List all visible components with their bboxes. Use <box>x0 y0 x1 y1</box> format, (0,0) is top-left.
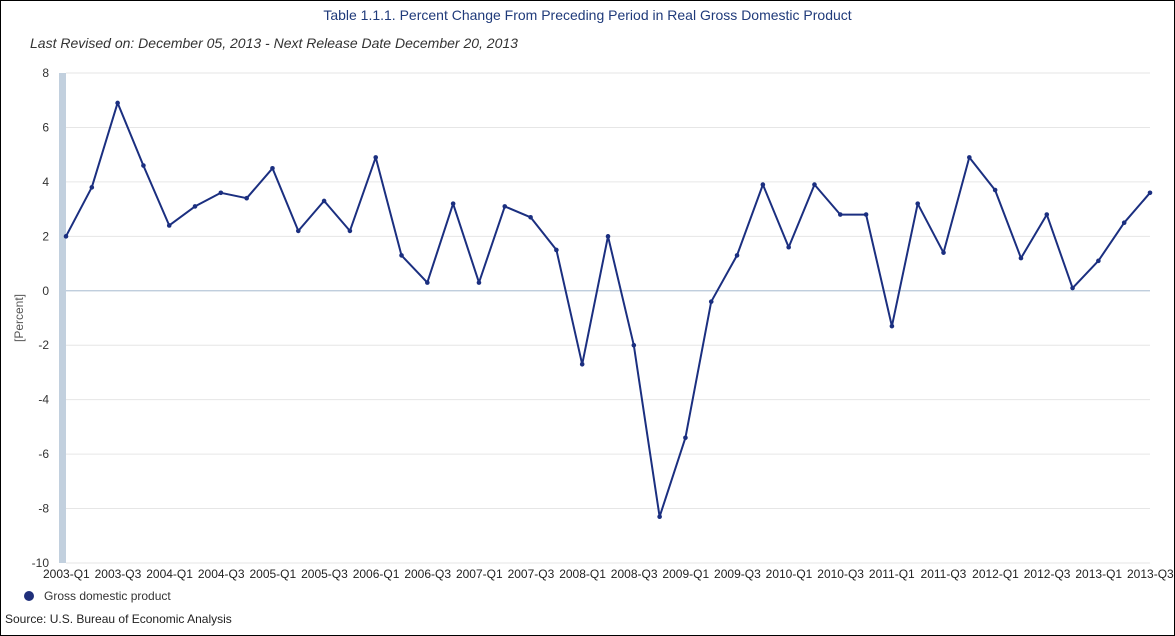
y-axis-band <box>59 73 66 563</box>
data-point <box>192 204 198 209</box>
data-point <box>166 223 172 228</box>
x-tick-label: 2003-Q1 <box>43 567 90 581</box>
data-point <box>605 234 611 239</box>
data-point <box>708 299 714 304</box>
data-point <box>115 100 120 106</box>
data-point <box>992 187 998 193</box>
x-tick-label: 2007-Q3 <box>508 567 555 581</box>
x-tick-label: 2013-Q1 <box>1075 567 1122 581</box>
data-point <box>476 280 482 285</box>
data-point <box>786 244 791 250</box>
y-tick-label: 6 <box>42 120 49 134</box>
data-point <box>631 342 637 348</box>
chart-title: Table 1.1.1. Percent Change From Precedi… <box>323 7 852 23</box>
data-point <box>579 361 585 367</box>
data-point <box>554 247 559 253</box>
data-point <box>450 201 456 206</box>
data-point <box>1044 212 1050 217</box>
grid-layer <box>66 72 1150 564</box>
y-tick-label: -4 <box>38 393 49 407</box>
x-tick-label: 2005-Q3 <box>301 567 348 581</box>
y-tick-label: 4 <box>42 175 49 189</box>
x-tick-label: 2004-Q3 <box>198 567 245 581</box>
series-layer <box>63 100 1153 520</box>
data-point <box>837 212 843 217</box>
data-point <box>967 155 972 160</box>
y-tick-label: 8 <box>42 66 49 80</box>
data-point <box>89 185 95 190</box>
legend-label: Gross domestic product <box>44 589 171 603</box>
data-point <box>141 163 146 168</box>
data-point <box>734 253 740 258</box>
data-point <box>399 253 404 258</box>
data-point <box>528 214 533 220</box>
x-tick-label: 2011-Q1 <box>869 567 915 581</box>
data-point <box>1018 255 1024 261</box>
data-point <box>863 212 869 217</box>
y-tick-label: 0 <box>42 284 49 298</box>
data-point <box>425 280 430 285</box>
data-point <box>915 201 921 206</box>
x-tick-label: 2007-Q1 <box>456 567 503 581</box>
data-point <box>1070 285 1075 291</box>
x-tick-label: 2005-Q1 <box>249 567 296 581</box>
data-point <box>218 190 224 196</box>
data-point <box>941 250 946 255</box>
data-point <box>502 204 508 209</box>
x-tick-label: 2006-Q1 <box>353 567 400 581</box>
x-tick-label: 2013-Q3 <box>1127 567 1174 581</box>
x-tick-label: 2009-Q3 <box>714 567 761 581</box>
y-axis-label: [Percent] <box>12 294 26 342</box>
y-tick-label: -10 <box>32 556 50 570</box>
x-tick-label: 2010-Q3 <box>817 567 864 581</box>
data-point <box>63 234 69 239</box>
x-tick-label: 2012-Q3 <box>1024 567 1071 581</box>
series-line <box>65 101 1151 518</box>
y-tick-label: 2 <box>42 229 49 243</box>
x-tick-labels: 2003-Q1 2003-Q3 2004-Q1 2004-Q3 2005-Q1 2005-… <box>43 567 1174 581</box>
x-tick-label: 2009-Q1 <box>662 567 709 581</box>
y-tick-labels: 8 6 4 2 0 -2 -4 -6 -8 -10 <box>32 66 50 570</box>
x-tick-label: 2008-Q1 <box>559 567 606 581</box>
y-tick-label: -6 <box>38 447 49 461</box>
x-tick-label: 2010-Q1 <box>766 567 813 581</box>
x-tick-label: 2008-Q3 <box>611 567 658 581</box>
legend-marker-icon <box>24 591 34 601</box>
data-point <box>1096 258 1101 264</box>
data-point <box>760 182 766 187</box>
data-point <box>889 323 895 329</box>
data-point <box>1147 190 1153 196</box>
y-axis-band-layer <box>59 73 66 563</box>
x-tick-label: 2012-Q1 <box>972 567 1019 581</box>
source-note: Source: U.S. Bureau of Economic Analysis <box>5 612 232 626</box>
data-point <box>347 228 353 234</box>
data-point <box>373 155 379 160</box>
data-point <box>321 198 327 204</box>
data-point <box>657 514 662 520</box>
data-point <box>295 228 301 234</box>
data-point <box>812 182 817 187</box>
x-tick-label: 2006-Q3 <box>404 567 451 581</box>
x-tick-label: 2011-Q3 <box>921 567 967 581</box>
chart-subtitle: Last Revised on: December 05, 2013 - Nex… <box>30 35 518 51</box>
legend[interactable]: Gross domestic product <box>24 589 171 603</box>
data-point <box>683 435 688 441</box>
x-tick-label: 2004-Q1 <box>146 567 193 581</box>
y-tick-label: -2 <box>38 338 49 352</box>
x-tick-label: 2003-Q3 <box>95 567 142 581</box>
data-point <box>244 195 249 201</box>
y-tick-label: -8 <box>38 502 49 516</box>
data-point <box>270 165 275 171</box>
data-point <box>1121 220 1127 226</box>
